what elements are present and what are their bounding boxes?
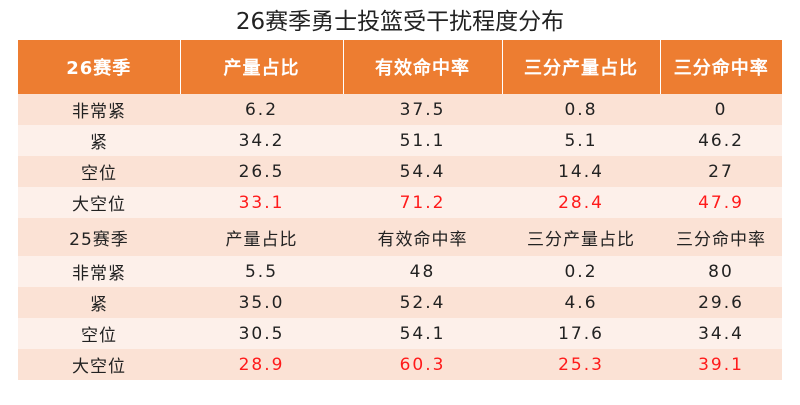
row-label: 大空位: [18, 187, 180, 218]
column-header: 产量占比: [179, 40, 343, 94]
column-header: 有效命中率: [342, 40, 502, 94]
table-row-highlighted: 大空位 28.9 60.3 25.3 39.1: [18, 349, 782, 380]
season-26-header-row: 26赛季 产量占比 有效命中率 三分产量占比 三分命中率: [18, 40, 782, 94]
table-cell: 14.4: [502, 156, 660, 187]
table-cell: 37.5: [343, 94, 502, 125]
table-cell: 54.1: [343, 318, 502, 349]
table-cell-highlighted: 28.9: [180, 349, 343, 380]
table-cell-highlighted: 25.3: [502, 349, 660, 380]
season-label: 25赛季: [18, 218, 180, 256]
table-cell: 80: [660, 256, 782, 287]
table-cell: 51.1: [343, 125, 502, 156]
season-25-header-row: 25赛季 产量占比 有效命中率 三分产量占比 三分命中率: [18, 218, 782, 256]
column-header: 有效命中率: [343, 218, 502, 256]
row-label: 空位: [18, 156, 180, 187]
table-row: 紧 35.0 52.4 4.6 29.6: [18, 287, 782, 318]
table-cell: 4.6: [502, 287, 660, 318]
table-cell: 34.2: [180, 125, 343, 156]
table-cell: 54.4: [343, 156, 502, 187]
column-header: 三分产量占比: [502, 218, 660, 256]
table-cell-highlighted: 39.1: [660, 349, 782, 380]
table-cell-highlighted: 71.2: [343, 187, 502, 218]
column-header: 三分产量占比: [501, 40, 660, 94]
row-label: 空位: [18, 318, 180, 349]
table-cell-highlighted: 47.9: [660, 187, 782, 218]
column-header: 产量占比: [180, 218, 343, 256]
table-cell: 46.2: [660, 125, 782, 156]
column-header: 三分命中率: [659, 40, 782, 94]
table-cell: 5.1: [502, 125, 660, 156]
column-header: 三分命中率: [660, 218, 782, 256]
table-cell-highlighted: 33.1: [180, 187, 343, 218]
table-cell-highlighted: 60.3: [343, 349, 502, 380]
table-cell: 30.5: [180, 318, 343, 349]
table-cell: 5.5: [180, 256, 343, 287]
row-label: 非常紧: [18, 94, 180, 125]
table-row: 紧 34.2 51.1 5.1 46.2: [18, 125, 782, 156]
row-label: 大空位: [18, 349, 180, 380]
season-label: 26赛季: [18, 40, 180, 94]
shot-contest-table: 26赛季 产量占比 有效命中率 三分产量占比 三分命中率 非常紧 6.2 37.…: [18, 40, 782, 380]
table-cell: 35.0: [180, 287, 343, 318]
table-cell: 52.4: [343, 287, 502, 318]
page-title: 26赛季勇士投篮受干扰程度分布: [235, 9, 565, 35]
table-row: 非常紧 5.5 48 0.2 80: [18, 256, 782, 287]
table-cell: 0: [660, 94, 782, 125]
table-cell: 48: [343, 256, 502, 287]
row-label: 非常紧: [18, 256, 180, 287]
table-cell: 27: [660, 156, 782, 187]
table-cell: 26.5: [180, 156, 343, 187]
row-label: 紧: [18, 125, 180, 156]
table-cell: 29.6: [660, 287, 782, 318]
table-row: 非常紧 6.2 37.5 0.8 0: [18, 94, 782, 125]
table-cell: 6.2: [180, 94, 343, 125]
table-cell: 0.2: [502, 256, 660, 287]
row-label: 紧: [18, 287, 180, 318]
table-cell: 0.8: [502, 94, 660, 125]
table-cell: 34.4: [660, 318, 782, 349]
table-row-highlighted: 大空位 33.1 71.2 28.4 47.9: [18, 187, 782, 218]
table-row: 空位 30.5 54.1 17.6 34.4: [18, 318, 782, 349]
table-cell-highlighted: 28.4: [502, 187, 660, 218]
table-cell: 17.6: [502, 318, 660, 349]
table-row: 空位 26.5 54.4 14.4 27: [18, 156, 782, 187]
